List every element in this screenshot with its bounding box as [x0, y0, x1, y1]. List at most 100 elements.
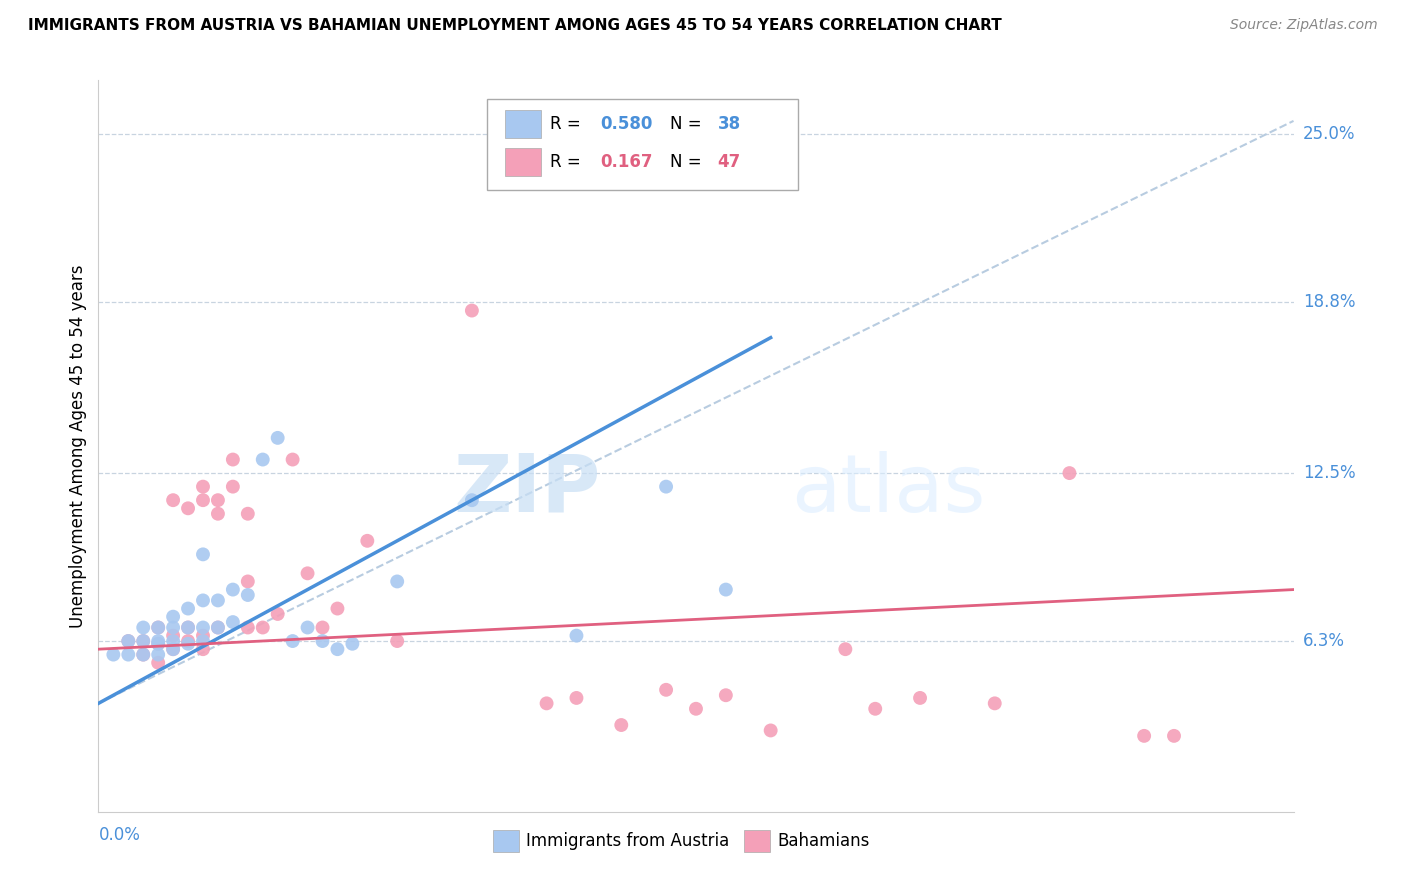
Point	[132, 620, 155, 634]
Point	[162, 629, 184, 643]
Point	[162, 642, 184, 657]
Point	[191, 642, 214, 657]
Point	[148, 637, 170, 651]
Point	[908, 690, 931, 705]
Point	[207, 620, 229, 634]
Point	[461, 303, 484, 318]
Bar	[494, 830, 519, 852]
Point	[148, 656, 170, 670]
Point	[1059, 466, 1081, 480]
Point	[191, 493, 214, 508]
Text: 18.8%: 18.8%	[1303, 293, 1355, 311]
Text: R =: R =	[550, 115, 586, 133]
Point	[191, 547, 214, 561]
Text: Source: ZipAtlas.com: Source: ZipAtlas.com	[1230, 18, 1378, 32]
Point	[207, 493, 229, 508]
Point	[236, 588, 259, 602]
Point	[236, 507, 259, 521]
Point	[536, 697, 558, 711]
Text: R =: R =	[550, 153, 586, 171]
Point	[132, 634, 155, 648]
Point	[222, 582, 245, 597]
Bar	[744, 830, 770, 852]
Point	[162, 634, 184, 648]
Point	[148, 634, 170, 648]
Point	[565, 690, 588, 705]
Text: 47: 47	[717, 153, 741, 171]
Point	[983, 697, 1005, 711]
Point	[162, 609, 184, 624]
Point	[311, 634, 333, 648]
Point	[222, 480, 245, 494]
Point	[117, 634, 139, 648]
Point	[385, 634, 409, 648]
Text: Immigrants from Austria: Immigrants from Austria	[526, 832, 730, 850]
Point	[132, 648, 155, 662]
Point	[356, 533, 378, 548]
Point	[252, 452, 274, 467]
Point	[267, 607, 290, 621]
Bar	[505, 148, 540, 176]
Text: 0.580: 0.580	[600, 115, 652, 133]
Point	[177, 601, 200, 615]
Text: atlas: atlas	[792, 450, 986, 529]
Text: N =: N =	[669, 153, 707, 171]
Y-axis label: Unemployment Among Ages 45 to 54 years: Unemployment Among Ages 45 to 54 years	[69, 264, 87, 628]
Point	[222, 452, 245, 467]
Point	[117, 634, 139, 648]
Point	[236, 620, 259, 634]
Point	[191, 629, 214, 643]
Point	[863, 702, 886, 716]
Point	[236, 574, 259, 589]
Point	[759, 723, 782, 738]
Point	[132, 648, 155, 662]
Text: 0.167: 0.167	[600, 153, 652, 171]
Point	[311, 620, 333, 634]
Point	[207, 507, 229, 521]
Point	[191, 593, 214, 607]
Point	[252, 620, 274, 634]
Point	[177, 637, 200, 651]
Point	[267, 431, 290, 445]
Point	[655, 480, 678, 494]
Point	[162, 642, 184, 657]
Point	[326, 601, 349, 615]
Text: N =: N =	[669, 115, 707, 133]
Point	[177, 634, 200, 648]
Point	[565, 629, 588, 643]
Point	[148, 620, 170, 634]
Point	[281, 634, 304, 648]
Point	[117, 648, 139, 662]
Point	[132, 634, 155, 648]
Point	[685, 702, 707, 716]
Point	[162, 493, 184, 508]
Text: 12.5%: 12.5%	[1303, 464, 1355, 482]
Point	[610, 718, 633, 732]
Point	[177, 620, 200, 634]
Bar	[505, 111, 540, 138]
Point	[191, 620, 214, 634]
Text: 6.3%: 6.3%	[1303, 632, 1346, 650]
Point	[714, 582, 737, 597]
Point	[207, 620, 229, 634]
Point	[207, 593, 229, 607]
Point	[191, 480, 214, 494]
Point	[326, 642, 349, 657]
Point	[103, 648, 125, 662]
Point	[385, 574, 409, 589]
Point	[461, 493, 484, 508]
FancyBboxPatch shape	[486, 99, 797, 190]
Point	[342, 637, 364, 651]
Point	[281, 452, 304, 467]
Point	[148, 637, 170, 651]
Point	[297, 566, 319, 581]
Point	[655, 682, 678, 697]
Text: 38: 38	[717, 115, 741, 133]
Point	[162, 620, 184, 634]
Point	[222, 615, 245, 629]
Point	[191, 634, 214, 648]
Text: 25.0%: 25.0%	[1303, 126, 1355, 144]
Text: ZIP: ZIP	[453, 450, 600, 529]
Point	[1163, 729, 1185, 743]
Point	[177, 620, 200, 634]
